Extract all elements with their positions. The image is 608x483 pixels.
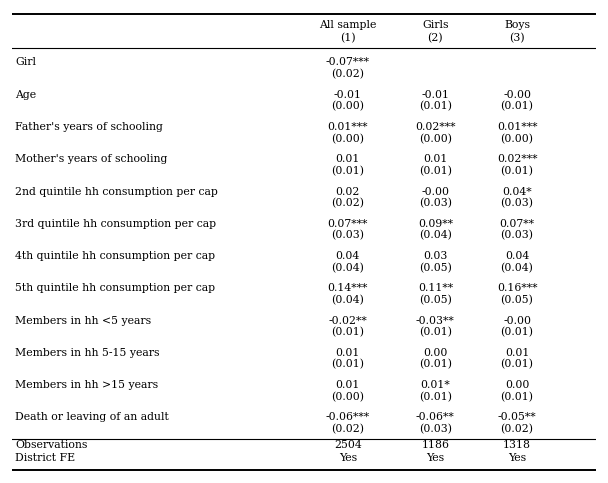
Text: Members in hh <5 years: Members in hh <5 years	[15, 315, 151, 326]
Text: Members in hh >15 years: Members in hh >15 years	[15, 380, 158, 390]
Text: 0.00: 0.00	[423, 348, 447, 358]
Text: (0.03): (0.03)	[331, 230, 364, 241]
Text: Yes: Yes	[339, 453, 357, 463]
Text: Yes: Yes	[508, 453, 526, 463]
Text: 0.01***: 0.01***	[497, 122, 537, 132]
Text: 5th quintile hh consumption per cap: 5th quintile hh consumption per cap	[15, 284, 215, 293]
Text: -0.00: -0.00	[503, 315, 531, 326]
Text: 1318: 1318	[503, 440, 531, 450]
Text: (0.01): (0.01)	[500, 392, 534, 402]
Text: Father's years of schooling: Father's years of schooling	[15, 122, 163, 132]
Text: (0.05): (0.05)	[419, 295, 452, 305]
Text: 0.04: 0.04	[336, 251, 360, 261]
Text: Girls: Girls	[422, 20, 449, 30]
Text: (0.00): (0.00)	[500, 133, 534, 144]
Text: 0.11**: 0.11**	[418, 284, 453, 293]
Text: (0.03): (0.03)	[419, 198, 452, 208]
Text: (0.02): (0.02)	[331, 69, 364, 79]
Text: 0.04*: 0.04*	[502, 186, 532, 197]
Text: (0.03): (0.03)	[500, 230, 534, 241]
Text: Death or leaving of an adult: Death or leaving of an adult	[15, 412, 169, 423]
Text: 4th quintile hh consumption per cap: 4th quintile hh consumption per cap	[15, 251, 215, 261]
Text: Observations: Observations	[15, 440, 88, 450]
Text: -0.01: -0.01	[421, 90, 449, 100]
Text: 0.14***: 0.14***	[328, 284, 368, 293]
Text: (0.02): (0.02)	[331, 424, 364, 434]
Text: (0.01): (0.01)	[419, 166, 452, 176]
Text: 0.07**: 0.07**	[500, 219, 534, 229]
Text: 2504: 2504	[334, 440, 362, 450]
Text: (0.01): (0.01)	[331, 327, 364, 338]
Text: 0.01: 0.01	[336, 154, 360, 164]
Text: (0.04): (0.04)	[331, 263, 364, 273]
Text: -0.06***: -0.06***	[326, 412, 370, 423]
Text: 0.01*: 0.01*	[421, 380, 450, 390]
Text: 0.02: 0.02	[336, 186, 360, 197]
Text: (0.01): (0.01)	[500, 101, 534, 112]
Text: 0.01: 0.01	[423, 154, 447, 164]
Text: (0.00): (0.00)	[331, 392, 364, 402]
Text: 3rd quintile hh consumption per cap: 3rd quintile hh consumption per cap	[15, 219, 216, 229]
Text: Boys: Boys	[504, 20, 530, 30]
Text: (0.01): (0.01)	[331, 166, 364, 176]
Text: Girl: Girl	[15, 57, 36, 68]
Text: (0.01): (0.01)	[419, 327, 452, 338]
Text: (2): (2)	[427, 33, 443, 43]
Text: (0.00): (0.00)	[331, 101, 364, 112]
Text: Yes: Yes	[426, 453, 444, 463]
Text: Members in hh 5-15 years: Members in hh 5-15 years	[15, 348, 159, 358]
Text: (0.01): (0.01)	[500, 166, 534, 176]
Text: 2nd quintile hh consumption per cap: 2nd quintile hh consumption per cap	[15, 186, 218, 197]
Text: 0.16***: 0.16***	[497, 284, 537, 293]
Text: -0.02**: -0.02**	[328, 315, 367, 326]
Text: 0.09**: 0.09**	[418, 219, 453, 229]
Text: All sample: All sample	[319, 20, 376, 30]
Text: 0.04: 0.04	[505, 251, 529, 261]
Text: 0.02***: 0.02***	[415, 122, 455, 132]
Text: -0.05**: -0.05**	[498, 412, 536, 423]
Text: (0.05): (0.05)	[500, 295, 533, 305]
Text: -0.01: -0.01	[334, 90, 362, 100]
Text: 0.07***: 0.07***	[328, 219, 368, 229]
Text: 0.02***: 0.02***	[497, 154, 537, 164]
Text: (0.00): (0.00)	[419, 133, 452, 144]
Text: Age: Age	[15, 90, 36, 100]
Text: (0.03): (0.03)	[500, 198, 534, 208]
Text: 0.03: 0.03	[423, 251, 447, 261]
Text: (0.01): (0.01)	[500, 327, 534, 338]
Text: (0.01): (0.01)	[500, 359, 534, 369]
Text: (0.05): (0.05)	[419, 263, 452, 273]
Text: 0.01: 0.01	[336, 348, 360, 358]
Text: 0.01: 0.01	[505, 348, 529, 358]
Text: -0.06**: -0.06**	[416, 412, 455, 423]
Text: (0.04): (0.04)	[500, 263, 533, 273]
Text: (0.03): (0.03)	[419, 424, 452, 434]
Text: Mother's years of schooling: Mother's years of schooling	[15, 154, 167, 164]
Text: (3): (3)	[510, 33, 525, 43]
Text: (0.02): (0.02)	[500, 424, 534, 434]
Text: (0.04): (0.04)	[331, 295, 364, 305]
Text: 0.00: 0.00	[505, 380, 529, 390]
Text: -0.00: -0.00	[503, 90, 531, 100]
Text: (0.04): (0.04)	[419, 230, 452, 241]
Text: (1): (1)	[340, 33, 356, 43]
Text: (0.01): (0.01)	[419, 359, 452, 369]
Text: -0.07***: -0.07***	[326, 57, 370, 68]
Text: -0.03**: -0.03**	[416, 315, 455, 326]
Text: (0.02): (0.02)	[331, 198, 364, 208]
Text: 1186: 1186	[421, 440, 449, 450]
Text: 0.01: 0.01	[336, 380, 360, 390]
Text: (0.01): (0.01)	[331, 359, 364, 369]
Text: -0.00: -0.00	[421, 186, 449, 197]
Text: District FE: District FE	[15, 453, 75, 463]
Text: (0.01): (0.01)	[419, 101, 452, 112]
Text: (0.00): (0.00)	[331, 133, 364, 144]
Text: 0.01***: 0.01***	[328, 122, 368, 132]
Text: (0.01): (0.01)	[419, 392, 452, 402]
